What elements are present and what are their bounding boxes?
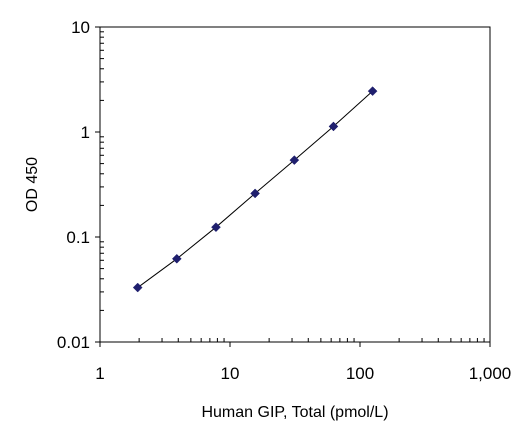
plot-area: [99, 26, 491, 343]
data-point: [250, 188, 260, 199]
data-point: [289, 155, 300, 165]
data-point: [132, 282, 143, 293]
x-tick-label: 1: [95, 364, 104, 383]
x-axis-title: Human GIP, Total (pmol/L): [201, 404, 388, 421]
y-tick-labels: 0.01 0.1 1 10: [57, 18, 90, 352]
data-point: [328, 121, 339, 132]
data-point: [171, 253, 182, 264]
x-tick-label: 100: [346, 364, 374, 383]
x-tick-labels: 1 10 100 1,000: [95, 364, 511, 383]
y-tick-label: 1: [81, 123, 90, 142]
x-minor-ticks: [99, 338, 491, 347]
data-point: [367, 86, 378, 96]
y-tick-label: 0.1: [66, 228, 90, 247]
y-axis-title: OD 450: [24, 157, 41, 212]
data-point: [211, 222, 221, 233]
y-minor-ticks: [95, 26, 104, 343]
x-tick-label: 10: [221, 364, 240, 383]
y-tick-label: 10: [71, 18, 90, 37]
y-tick-label: 0.01: [57, 333, 90, 352]
x-tick-label: 1,000: [469, 364, 512, 383]
data-points: [132, 86, 378, 293]
